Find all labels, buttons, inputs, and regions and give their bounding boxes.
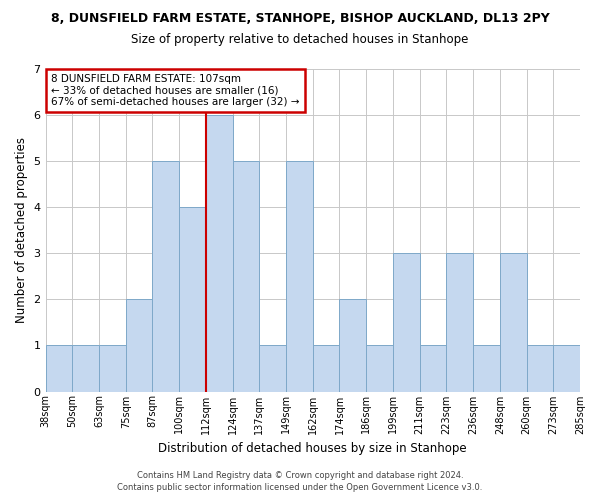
Bar bbox=[152, 161, 179, 392]
Bar bbox=[393, 254, 419, 392]
Text: 8 DUNSFIELD FARM ESTATE: 107sqm
← 33% of detached houses are smaller (16)
67% of: 8 DUNSFIELD FARM ESTATE: 107sqm ← 33% of… bbox=[51, 74, 299, 107]
Y-axis label: Number of detached properties: Number of detached properties bbox=[15, 138, 28, 324]
Bar bbox=[233, 161, 259, 392]
Text: 8, DUNSFIELD FARM ESTATE, STANHOPE, BISHOP AUCKLAND, DL13 2PY: 8, DUNSFIELD FARM ESTATE, STANHOPE, BISH… bbox=[50, 12, 550, 26]
Bar bbox=[46, 346, 72, 392]
Bar bbox=[313, 346, 340, 392]
Bar bbox=[500, 254, 527, 392]
Bar bbox=[553, 346, 580, 392]
Bar bbox=[99, 346, 126, 392]
Bar bbox=[340, 300, 366, 392]
Bar bbox=[473, 346, 500, 392]
Bar bbox=[527, 346, 553, 392]
Text: Size of property relative to detached houses in Stanhope: Size of property relative to detached ho… bbox=[131, 32, 469, 46]
Bar bbox=[419, 346, 446, 392]
Bar bbox=[126, 300, 152, 392]
Bar bbox=[366, 346, 393, 392]
Text: Contains HM Land Registry data © Crown copyright and database right 2024.
Contai: Contains HM Land Registry data © Crown c… bbox=[118, 471, 482, 492]
Bar bbox=[72, 346, 99, 392]
Bar bbox=[259, 346, 286, 392]
Bar bbox=[179, 207, 206, 392]
Bar bbox=[286, 161, 313, 392]
X-axis label: Distribution of detached houses by size in Stanhope: Distribution of detached houses by size … bbox=[158, 442, 467, 455]
Bar bbox=[446, 254, 473, 392]
Bar bbox=[206, 115, 233, 392]
